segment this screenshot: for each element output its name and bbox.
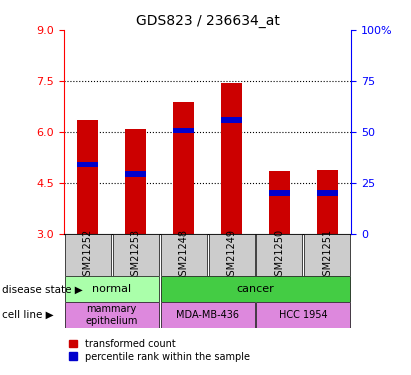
Text: cancer: cancer (237, 284, 275, 294)
Bar (221, 83, 242, 234)
Text: GSM21250: GSM21250 (275, 228, 284, 282)
Text: GSM21253: GSM21253 (131, 228, 141, 282)
Bar (173, 102, 194, 234)
Bar (316, 190, 338, 196)
Bar (77, 120, 99, 234)
Bar (316, 170, 338, 234)
Text: disease state ▶: disease state ▶ (2, 285, 83, 294)
Bar (269, 190, 290, 196)
Bar (173, 128, 194, 134)
FancyBboxPatch shape (161, 302, 254, 328)
FancyBboxPatch shape (161, 234, 207, 276)
Bar (125, 129, 146, 234)
Text: mammary
epithelium: mammary epithelium (85, 304, 138, 326)
Text: cell line ▶: cell line ▶ (2, 310, 54, 320)
Text: normal: normal (92, 284, 131, 294)
FancyBboxPatch shape (161, 276, 351, 302)
Text: HCC 1954: HCC 1954 (279, 310, 328, 320)
FancyBboxPatch shape (65, 302, 159, 328)
Text: GSM21249: GSM21249 (226, 228, 236, 282)
FancyBboxPatch shape (256, 302, 351, 328)
Text: GSM21251: GSM21251 (323, 228, 332, 282)
FancyBboxPatch shape (65, 234, 111, 276)
Text: MDA-MB-436: MDA-MB-436 (176, 310, 239, 320)
Text: GSM21252: GSM21252 (83, 228, 92, 282)
FancyBboxPatch shape (208, 234, 254, 276)
Legend: transformed count, percentile rank within the sample: transformed count, percentile rank withi… (69, 339, 250, 362)
FancyBboxPatch shape (305, 234, 351, 276)
Bar (221, 117, 242, 123)
FancyBboxPatch shape (256, 234, 302, 276)
Bar (269, 171, 290, 234)
Bar (125, 171, 146, 177)
Text: GSM21248: GSM21248 (179, 228, 189, 282)
Title: GDS823 / 236634_at: GDS823 / 236634_at (136, 13, 279, 28)
FancyBboxPatch shape (65, 276, 159, 302)
Bar (77, 162, 99, 168)
FancyBboxPatch shape (113, 234, 159, 276)
